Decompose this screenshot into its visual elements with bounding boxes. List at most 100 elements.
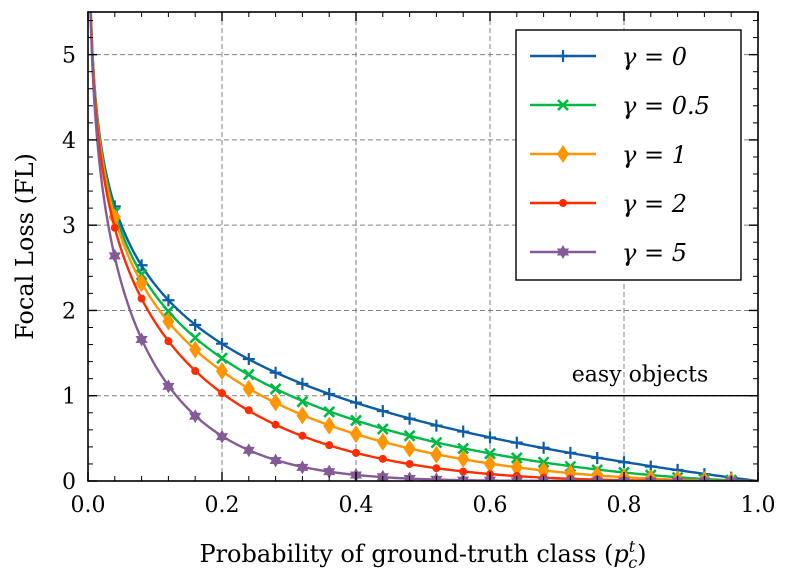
series-2-point-13 xyxy=(430,445,443,464)
series-2-point-5 xyxy=(216,361,228,380)
marker-star xyxy=(189,409,202,424)
series-0-point-6 xyxy=(242,353,255,366)
series-1-point-11 xyxy=(376,423,389,435)
series-3-point-1 xyxy=(110,223,119,232)
marker-star xyxy=(296,460,309,475)
legend-label-0: γ = 0 xyxy=(622,43,687,71)
x-tick-label-3: 0.6 xyxy=(473,493,508,518)
series-0-point-9 xyxy=(323,388,336,401)
marker-dot xyxy=(244,406,253,415)
tick-labels: 0.0 0.2 0.4 0.6 0.8 1.0 0 1 2 3 4 5 xyxy=(62,44,776,518)
marker-dot xyxy=(405,459,414,468)
marker-star xyxy=(242,443,255,458)
legend-marker-0 xyxy=(557,50,569,62)
marker-dot xyxy=(110,223,119,232)
series-2-point-15 xyxy=(484,454,496,473)
series-0-point-3 xyxy=(162,294,175,307)
series-4-point-2 xyxy=(135,332,148,347)
y-tick-label-0: 0 xyxy=(62,470,76,495)
y-tick-label-5: 5 xyxy=(62,44,76,69)
marker-x xyxy=(484,447,496,460)
y-tick-label-4: 4 xyxy=(62,129,76,154)
series-3-point-4 xyxy=(191,366,200,375)
marker-star xyxy=(323,464,336,479)
series-1-point-14 xyxy=(457,442,470,455)
marker-x xyxy=(296,395,309,408)
marker-diamond xyxy=(135,274,148,293)
marker-diamond xyxy=(216,361,228,380)
marker-x xyxy=(430,436,443,449)
series-2-point-14 xyxy=(457,449,470,468)
marker-diamond xyxy=(269,393,282,412)
series-1-point-15 xyxy=(484,447,496,460)
series-1-point-8 xyxy=(296,395,309,408)
series-2-point-2 xyxy=(135,274,148,293)
series-3-point-11 xyxy=(378,454,387,463)
series-0-point-10 xyxy=(350,396,362,409)
x-tick-label-0: 0.0 xyxy=(71,493,106,518)
marker-plus xyxy=(162,294,175,307)
marker-plus xyxy=(430,419,443,432)
series-0-point-8 xyxy=(296,377,309,390)
series-1-point-13 xyxy=(430,436,443,449)
series-0-point-14 xyxy=(457,425,470,438)
marker-dot xyxy=(459,467,468,476)
marker-plus xyxy=(564,446,577,459)
marker-plus xyxy=(376,405,389,418)
series-1-point-7 xyxy=(269,382,282,395)
marker-x xyxy=(376,423,389,435)
y-tick-label-3: 3 xyxy=(62,214,76,239)
legend-label-3: γ = 2 xyxy=(622,190,687,218)
marker-diamond xyxy=(162,312,175,331)
marker-dot xyxy=(432,464,441,473)
series-1-point-12 xyxy=(403,429,416,442)
x-axis-label-sup: t xyxy=(629,537,636,556)
marker-diamond xyxy=(350,425,362,444)
plot-frame xyxy=(87,11,759,482)
series-1-point-4 xyxy=(189,331,202,344)
marker-x xyxy=(162,305,175,318)
marker-dot xyxy=(137,294,146,303)
series-1-point-9 xyxy=(323,406,336,418)
marker-x xyxy=(323,406,336,418)
x-tick-label-2: 0.4 xyxy=(339,493,374,518)
easy-objects-label: easy objects xyxy=(572,363,708,388)
marker-star xyxy=(376,469,389,481)
series-4-point-6 xyxy=(242,443,255,458)
legend-label-4: γ = 5 xyxy=(622,239,687,267)
series-0-point-16 xyxy=(510,436,523,449)
marker-dot xyxy=(559,199,567,207)
marker-plus xyxy=(591,451,604,464)
marker-plus xyxy=(403,412,416,425)
marker-plus xyxy=(350,396,362,409)
series-3-point-2 xyxy=(137,294,146,303)
marker-plus xyxy=(557,50,569,62)
marker-star xyxy=(215,429,229,444)
series-3-point-8 xyxy=(298,431,307,440)
legend-label-2: γ = 1 xyxy=(622,141,687,169)
legend-marker-4 xyxy=(556,245,570,259)
legend-marker-3 xyxy=(559,199,567,207)
series-layer xyxy=(89,12,758,481)
series-0-point-4 xyxy=(189,318,202,331)
marker-plus xyxy=(323,388,336,401)
marker-diamond xyxy=(510,458,523,477)
series-3-point-9 xyxy=(325,441,334,450)
marker-x xyxy=(189,331,202,344)
series-4-point-1 xyxy=(108,248,121,263)
series-2-point-16 xyxy=(510,458,523,477)
legend-marker-1 xyxy=(557,99,569,111)
marker-star xyxy=(269,453,282,468)
series-3-point-13 xyxy=(432,464,441,473)
series-3-point-7 xyxy=(271,420,280,429)
marker-plus xyxy=(457,425,470,438)
series-1-point-6 xyxy=(242,368,255,381)
marker-dot xyxy=(298,431,307,440)
legend: γ = 0 γ = 0.5 γ = 1 γ = 2 γ = 5 xyxy=(515,29,742,281)
marker-x xyxy=(403,429,416,442)
marker-plus xyxy=(189,318,202,331)
series-4-point-5 xyxy=(215,429,229,444)
marker-diamond xyxy=(242,379,255,398)
marker-diamond xyxy=(457,449,470,468)
